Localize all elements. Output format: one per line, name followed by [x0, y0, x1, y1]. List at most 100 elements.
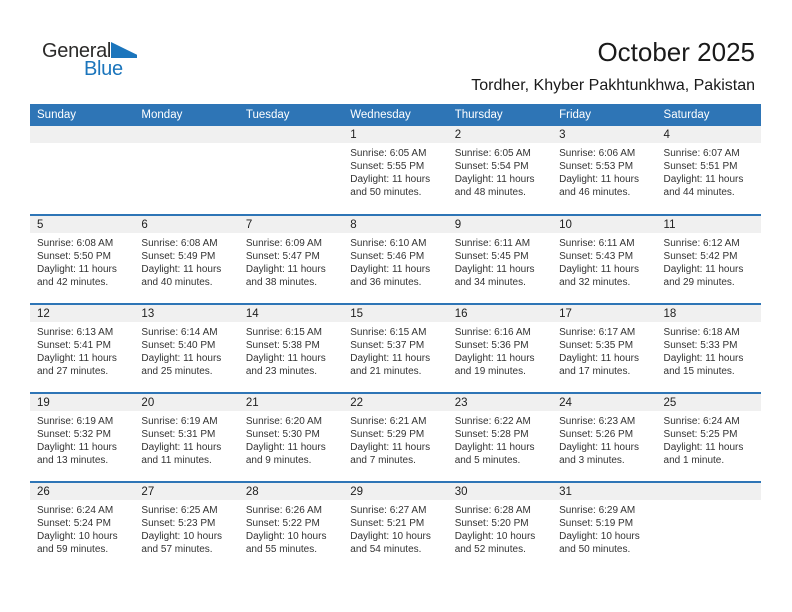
calendar-cell: 31 Sunrise: 6:29 AM Sunset: 5:19 PM Dayligh… [552, 481, 657, 571]
cell-details: Sunrise: 6:19 AM Sunset: 5:31 PM Daylight:… [134, 411, 238, 467]
cell-details: Sunrise: 6:09 AM Sunset: 5:47 PM Daylight:… [239, 233, 343, 289]
date-label: 18 [656, 305, 761, 322]
general-blue-logo: General Blue [42, 40, 152, 84]
date-label: 20 [134, 394, 239, 411]
sunset-text: Sunset: 5:19 PM [559, 518, 634, 529]
daylight-text: Daylight: 11 hours and 5 minutes. [454, 442, 535, 466]
date-label: 12 [30, 305, 135, 322]
sunset-text: Sunset: 5:49 PM [141, 251, 216, 262]
sunset-text: Sunset: 5:42 PM [663, 251, 738, 262]
day-header-friday: Friday [552, 104, 657, 126]
sunset-text: Sunset: 5:20 PM [454, 518, 529, 529]
logo-triangle-icon [111, 42, 137, 58]
sunrise-text: Sunrise: 6:05 AM [350, 148, 427, 159]
cell-details: Sunrise: 6:25 AM Sunset: 5:23 PM Daylight:… [134, 500, 238, 556]
sunset-text: Sunset: 5:53 PM [559, 161, 634, 172]
date-label: 25 [656, 394, 761, 411]
calendar-cell: 4 Sunrise: 6:07 AM Sunset: 5:51 PM Daylight… [656, 126, 761, 215]
date-label: 7 [238, 216, 344, 233]
sunset-text: Sunset: 5:51 PM [663, 161, 738, 172]
sunrise-text: Sunrise: 6:29 AM [559, 505, 636, 516]
sunset-text: Sunset: 5:33 PM [663, 340, 738, 351]
week-row: 26 Sunrise: 6:24 AM Sunset: 5:24 PM Dayligh… [30, 481, 761, 571]
daylight-text: Daylight: 11 hours and 13 minutes. [37, 442, 117, 466]
calendar-cell: 14 Sunrise: 6:15 AM Sunset: 5:38 PM Dayligh… [238, 303, 344, 393]
sunrise-text: Sunrise: 6:05 AM [454, 148, 531, 159]
day-header-sunday: Sunday [30, 104, 135, 126]
date-label: 6 [134, 216, 239, 233]
daylight-text: Daylight: 11 hours and 29 minutes. [663, 264, 744, 288]
page-title: October 2025 [597, 37, 755, 67]
sunrise-text: Sunrise: 6:24 AM [663, 416, 740, 427]
daylight-text: Daylight: 11 hours and 21 minutes. [350, 353, 431, 377]
daylight-text: Daylight: 10 hours and 54 minutes. [350, 531, 431, 555]
sunset-text: Sunset: 5:31 PM [141, 429, 216, 440]
page-subtitle: Tordher, Khyber Pakhtunkhwa, Pakistan [471, 76, 755, 94]
sunrise-text: Sunrise: 6:08 AM [37, 238, 114, 249]
calendar-cell-empty [238, 126, 344, 215]
sunset-text: Sunset: 5:37 PM [350, 340, 425, 351]
cell-details: Sunrise: 6:08 AM Sunset: 5:50 PM Daylight:… [30, 233, 134, 289]
sunset-text: Sunset: 5:40 PM [141, 340, 216, 351]
date-label: 13 [134, 305, 239, 322]
cell-details: Sunrise: 6:05 AM Sunset: 5:55 PM Daylight:… [343, 143, 447, 199]
day-header-row: Sunday Monday Tuesday Wednesday Thursday Frid… [30, 104, 761, 126]
date-label: 30 [447, 483, 553, 500]
calendar-cell: 13 Sunrise: 6:14 AM Sunset: 5:40 PM Dayligh… [134, 303, 239, 393]
calendar-cell: 22 Sunrise: 6:21 AM Sunset: 5:29 PM Dayligh… [343, 392, 448, 482]
cell-details: Sunrise: 6:10 AM Sunset: 5:46 PM Daylight:… [343, 233, 447, 289]
sunrise-text: Sunrise: 6:11 AM [559, 238, 635, 249]
calendar-cell: 25 Sunrise: 6:24 AM Sunset: 5:25 PM Dayligh… [656, 392, 761, 482]
sunset-text: Sunset: 5:25 PM [663, 429, 738, 440]
date-label: 10 [552, 216, 657, 233]
daylight-text: Daylight: 11 hours and 40 minutes. [141, 264, 222, 288]
calendar-cell: 2 Sunrise: 6:05 AM Sunset: 5:54 PM Daylight… [447, 126, 553, 215]
daylight-text: Daylight: 11 hours and 11 minutes. [141, 442, 222, 466]
calendar-cell: 21 Sunrise: 6:20 AM Sunset: 5:30 PM Dayligh… [238, 392, 344, 482]
week-row: 5 Sunrise: 6:08 AM Sunset: 5:50 PM Daylight… [30, 214, 761, 304]
daylight-text: Daylight: 11 hours and 38 minutes. [245, 264, 326, 288]
cell-details: Sunrise: 6:18 AM Sunset: 5:33 PM Daylight:… [657, 322, 761, 378]
sunset-text: Sunset: 5:21 PM [350, 518, 425, 529]
daylight-text: Daylight: 11 hours and 19 minutes. [454, 353, 535, 377]
calendar-table: Sunday Monday Tuesday Wednesday Thursday Frid… [30, 104, 761, 571]
daylight-text: Daylight: 10 hours and 52 minutes. [454, 531, 536, 555]
cell-details: Sunrise: 6:21 AM Sunset: 5:29 PM Daylight:… [343, 411, 447, 467]
date-label: 31 [552, 483, 657, 500]
calendar-cell-empty [656, 481, 761, 571]
calendar-cell: 28 Sunrise: 6:26 AM Sunset: 5:22 PM Dayligh… [238, 481, 344, 571]
calendar-cell: 12 Sunrise: 6:13 AM Sunset: 5:41 PM Dayligh… [30, 303, 135, 393]
sunrise-text: Sunrise: 6:25 AM [141, 505, 218, 516]
cell-details: Sunrise: 6:06 AM Sunset: 5:53 PM Daylight:… [552, 143, 656, 199]
daylight-text: Daylight: 11 hours and 32 minutes. [559, 264, 639, 288]
day-header-thursday: Thursday [447, 104, 553, 126]
sunrise-text: Sunrise: 6:15 AM [245, 327, 322, 338]
sunset-text: Sunset: 5:47 PM [245, 251, 320, 262]
calendar-cell: 17 Sunrise: 6:17 AM Sunset: 5:35 PM Dayligh… [552, 303, 657, 393]
date-label: 29 [343, 483, 448, 500]
daylight-text: Daylight: 11 hours and 23 minutes. [245, 353, 326, 377]
sunrise-text: Sunrise: 6:18 AM [663, 327, 740, 338]
daylight-text: Daylight: 11 hours and 3 minutes. [559, 442, 639, 466]
date-label: 4 [656, 126, 761, 143]
cell-details: Sunrise: 6:28 AM Sunset: 5:20 PM Daylight:… [448, 500, 552, 556]
cell-details: Sunrise: 6:23 AM Sunset: 5:26 PM Daylight:… [552, 411, 656, 467]
sunrise-text: Sunrise: 6:06 AM [559, 148, 636, 159]
calendar-cell: 24 Sunrise: 6:23 AM Sunset: 5:26 PM Dayligh… [552, 392, 657, 482]
date-label: 22 [343, 394, 448, 411]
day-header-tuesday: Tuesday [238, 104, 344, 126]
sunset-text: Sunset: 5:50 PM [37, 251, 111, 262]
daylight-text: Daylight: 11 hours and 42 minutes. [37, 264, 117, 288]
sunrise-text: Sunrise: 6:10 AM [350, 238, 427, 249]
cell-details: Sunrise: 6:15 AM Sunset: 5:38 PM Daylight:… [239, 322, 343, 378]
sunset-text: Sunset: 5:55 PM [350, 161, 425, 172]
day-header-monday: Monday [134, 104, 239, 126]
date-label: 14 [238, 305, 344, 322]
calendar-cell: 15 Sunrise: 6:15 AM Sunset: 5:37 PM Dayligh… [343, 303, 448, 393]
date-label: 8 [343, 216, 448, 233]
date-label: 17 [552, 305, 657, 322]
cell-details: Sunrise: 6:24 AM Sunset: 5:25 PM Daylight:… [657, 411, 761, 467]
sunrise-text: Sunrise: 6:26 AM [245, 505, 322, 516]
week-row: 1 Sunrise: 6:05 AM Sunset: 5:55 PM Daylight… [30, 126, 761, 215]
cell-details: Sunrise: 6:13 AM Sunset: 5:41 PM Daylight:… [30, 322, 134, 378]
